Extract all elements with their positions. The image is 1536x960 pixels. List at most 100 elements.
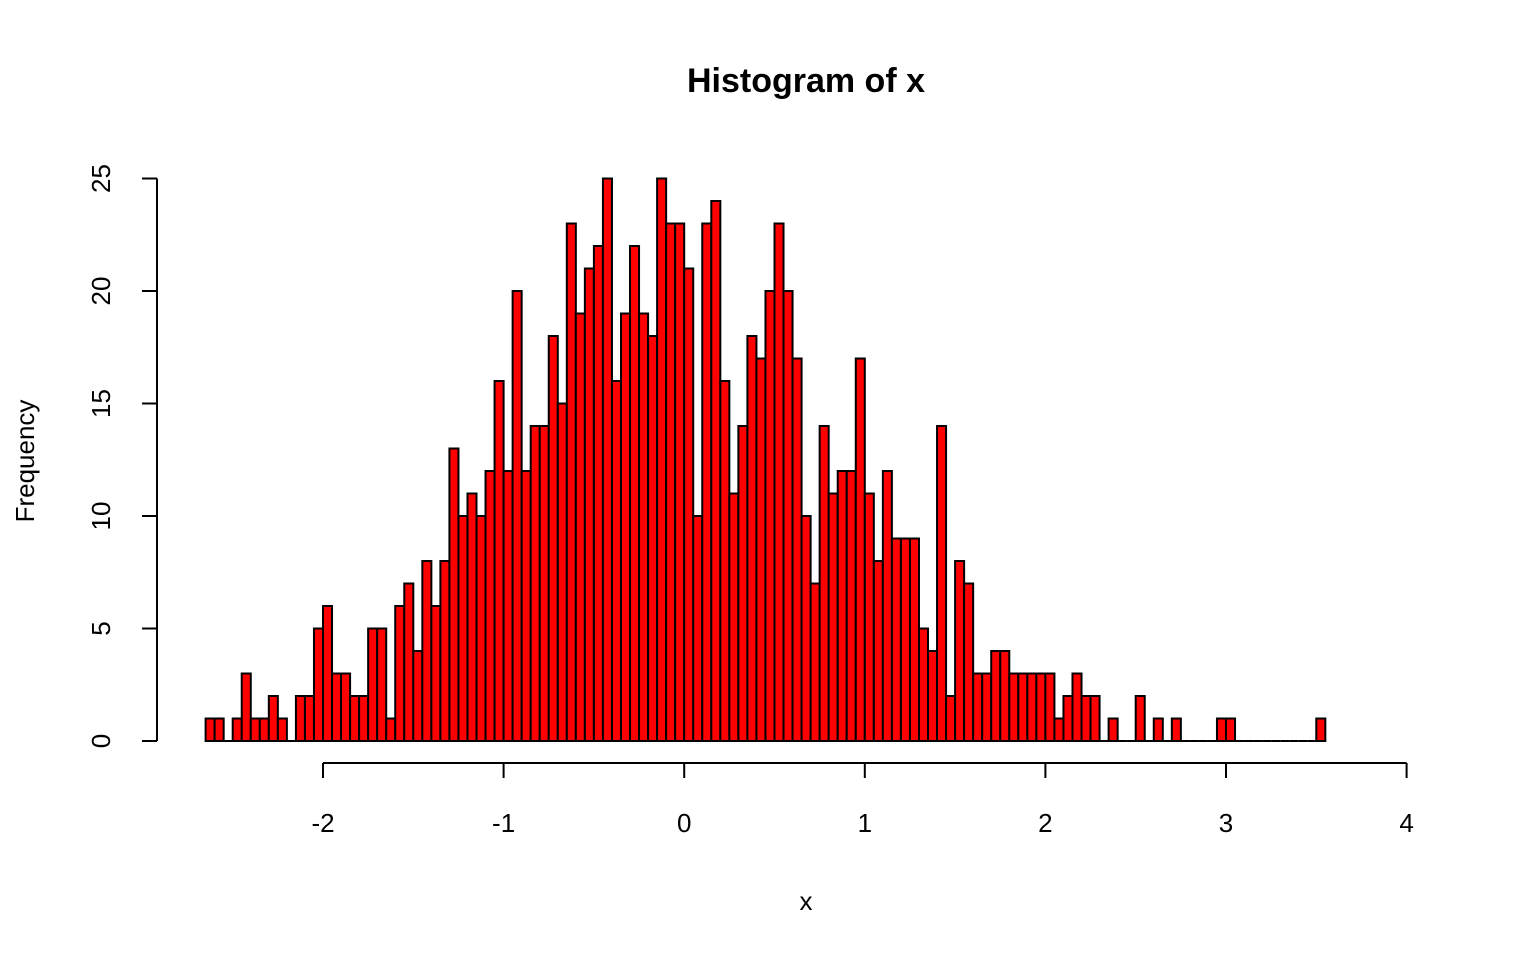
histogram-bar xyxy=(656,177,668,742)
x-axis-label: x xyxy=(800,886,813,916)
histogram-bar xyxy=(502,470,514,742)
histogram-bar xyxy=(529,425,541,742)
x-tick-label: -1 xyxy=(492,808,515,838)
histogram-bar xyxy=(1062,695,1074,742)
histogram-bar xyxy=(719,380,731,742)
histogram-bar xyxy=(439,560,451,742)
histogram-bar xyxy=(592,245,604,742)
histogram-bar xyxy=(872,560,884,742)
histogram-bar xyxy=(276,717,288,742)
histogram-bar xyxy=(331,672,343,742)
histogram-bar xyxy=(881,470,893,742)
histogram-bar xyxy=(601,177,613,742)
y-tick-label: 0 xyxy=(86,734,116,748)
histogram-bar xyxy=(963,582,975,742)
histogram-bar xyxy=(1008,672,1020,742)
histogram-bar xyxy=(728,492,740,742)
histogram-bar xyxy=(258,717,270,742)
x-tick-label: 2 xyxy=(1038,808,1052,838)
y-axis: 0 5 10 15 20 25 xyxy=(86,164,158,748)
histogram-bar xyxy=(899,537,911,742)
histogram-bar xyxy=(547,335,559,742)
histogram-bar xyxy=(412,650,424,742)
histogram-bar xyxy=(565,222,577,742)
histogram-bar xyxy=(394,605,406,742)
histogram-bar xyxy=(610,380,622,742)
histogram-bar xyxy=(574,312,586,742)
histogram-bar xyxy=(385,717,397,742)
y-axis-label: Frequency xyxy=(10,400,40,523)
histogram-bar xyxy=(945,695,957,742)
histogram-bar xyxy=(249,717,261,742)
histogram-bar xyxy=(638,312,650,742)
histogram-bar xyxy=(737,425,749,742)
histogram-bar xyxy=(312,627,325,742)
histogram-bar xyxy=(836,470,848,742)
histogram-bar xyxy=(845,470,857,742)
histogram-bar xyxy=(231,717,243,742)
histogram-bar xyxy=(457,515,469,742)
histogram-bar xyxy=(475,515,487,742)
histogram-bar xyxy=(294,695,306,742)
histogram-bar xyxy=(647,335,659,742)
chart-title: Histogram of x xyxy=(687,62,925,100)
histogram-bar xyxy=(683,267,695,742)
histogram-bar xyxy=(511,290,523,742)
histogram-bar xyxy=(520,470,532,742)
histogram-bar xyxy=(827,492,839,742)
histogram-bar xyxy=(322,605,334,742)
histogram-bar xyxy=(204,717,216,742)
histogram-bar xyxy=(927,650,939,742)
histogram-bar xyxy=(484,470,496,742)
histogram-bar xyxy=(267,695,279,742)
histogram-bar xyxy=(990,650,1002,742)
histogram-bar xyxy=(376,627,388,742)
histogram-bar xyxy=(755,357,767,742)
histogram-bar xyxy=(818,425,830,742)
histogram-bar xyxy=(674,222,686,742)
x-tick-label: -2 xyxy=(311,808,334,838)
histogram-bar xyxy=(493,380,505,742)
histogram-bar xyxy=(619,312,632,742)
histogram-bar xyxy=(349,695,361,742)
histogram-bar xyxy=(430,605,442,742)
histogram-bar xyxy=(213,717,225,742)
histogram-bar xyxy=(890,537,902,742)
y-tick-label: 15 xyxy=(86,389,116,418)
histogram-bar xyxy=(954,560,966,742)
histogram-bar xyxy=(746,335,758,742)
histogram-bar xyxy=(1089,695,1101,742)
histogram-bar xyxy=(538,425,550,742)
bars-group xyxy=(204,177,1327,742)
histogram-bar xyxy=(999,650,1011,742)
histogram-bar xyxy=(764,290,776,742)
histogram-bar xyxy=(936,425,948,742)
histogram-bar xyxy=(583,267,595,742)
histogram-bar xyxy=(1053,717,1065,742)
histogram-bar xyxy=(710,200,722,742)
histogram-bar xyxy=(629,245,641,742)
histogram-bar xyxy=(421,560,433,742)
histogram-bar xyxy=(556,402,568,742)
histogram-bar xyxy=(908,537,920,742)
histogram-bar xyxy=(1080,695,1092,742)
histogram-bar xyxy=(800,515,812,742)
y-tick-label: 10 xyxy=(86,502,116,531)
x-axis: -2 -1 0 1 2 3 4 xyxy=(311,762,1414,838)
histogram-bar xyxy=(1215,717,1227,742)
histogram-bar xyxy=(863,492,875,742)
histogram-bar xyxy=(1134,695,1146,742)
x-tick-label: 3 xyxy=(1219,808,1233,838)
histogram-bar xyxy=(1170,717,1182,742)
histogram-bar xyxy=(809,582,821,742)
histogram-bar xyxy=(358,695,370,742)
histogram-bar xyxy=(773,222,785,742)
histogram-bar xyxy=(972,672,984,742)
histogram-bar xyxy=(917,627,930,742)
histogram-bar xyxy=(1225,717,1237,742)
histogram-bar xyxy=(1017,672,1029,742)
histogram-bar xyxy=(1152,717,1164,742)
y-tick-label: 25 xyxy=(86,164,116,193)
y-tick-label: 20 xyxy=(86,277,116,306)
